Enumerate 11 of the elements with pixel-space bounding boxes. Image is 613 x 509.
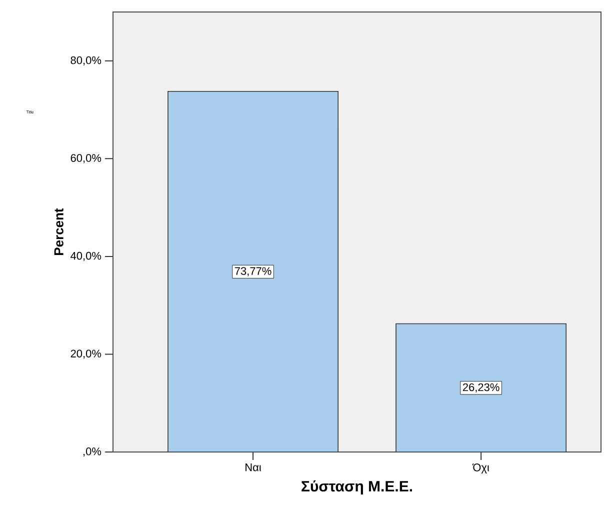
data-label: 26,23%	[462, 383, 500, 392]
y-tick-label: 40,0%	[70, 252, 102, 261]
y-tick-label: 60,0%	[70, 154, 102, 164]
x-tick-label: Ναι	[246, 464, 262, 472]
y-tick-label: ,0%	[84, 447, 102, 457]
y-axis-title: Percent	[54, 208, 64, 255]
x-axis-title: Σύσταση Μ.Ε.Ε.	[302, 480, 412, 495]
data-label: 73,77%	[234, 267, 272, 276]
y-tick-label: 80,0%	[70, 56, 102, 66]
y-tick-label: 20,0%	[70, 350, 102, 359]
x-tick-label: Όχι	[472, 464, 490, 474]
